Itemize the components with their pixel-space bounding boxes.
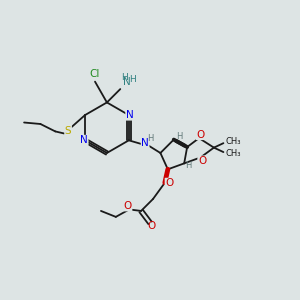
Text: O: O [124, 201, 132, 211]
Text: O: O [147, 221, 156, 231]
Text: N: N [141, 138, 149, 148]
Text: N: N [80, 135, 88, 145]
Text: O: O [165, 178, 173, 188]
Text: N: N [126, 110, 134, 120]
Text: Cl: Cl [90, 69, 100, 79]
Text: N: N [123, 77, 131, 87]
Text: H: H [147, 134, 154, 143]
Text: H: H [122, 73, 128, 82]
Text: H: H [176, 131, 182, 140]
Text: H: H [129, 75, 136, 84]
Text: CH₃: CH₃ [226, 137, 241, 146]
Text: CH₃: CH₃ [226, 149, 241, 158]
Text: O: O [198, 156, 206, 166]
Text: H: H [185, 161, 192, 170]
Text: S: S [65, 125, 71, 136]
Text: O: O [196, 130, 205, 140]
